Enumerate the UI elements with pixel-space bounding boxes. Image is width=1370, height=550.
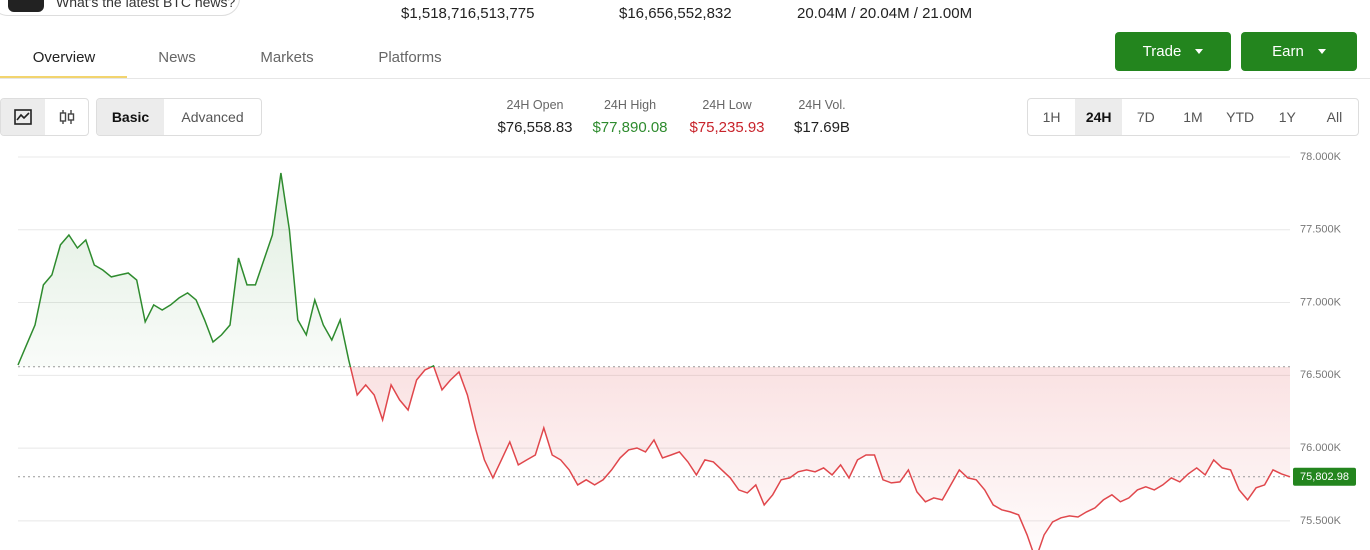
button-label: Trade [1142, 43, 1182, 60]
range-button[interactable]: 1H [1042, 109, 1061, 125]
earn-button[interactable]: Earn [1241, 32, 1357, 71]
y-tick-label: 77.000K [1300, 296, 1342, 308]
chart-style-toggle [0, 98, 89, 136]
caret [1317, 49, 1326, 54]
price-line [17, 172, 1291, 550]
range-toggle: 1H 24H 7D 1M YTD 1Y All [1027, 98, 1359, 136]
trade-button[interactable]: Trade [1115, 32, 1231, 71]
range-button[interactable]: 1Y [1278, 109, 1296, 125]
price-area [18, 173, 1290, 550]
news-icon [8, 0, 44, 12]
stat-label: 24H Vol. [798, 98, 846, 112]
stat-value: $75,235.93 [689, 119, 765, 136]
range-button[interactable]: YTD [1226, 109, 1255, 125]
range-button[interactable]: 1M [1183, 109, 1203, 125]
candle-chart-button[interactable] [45, 99, 88, 135]
mode-toggle: Basic Advanced [96, 98, 262, 136]
y-tick-label: 76.000K [1300, 442, 1342, 454]
stat-value: $17.69B [794, 119, 850, 136]
divider [0, 78, 1370, 79]
line-chart-button[interactable] [1, 99, 45, 135]
market-cap: $1,518,716,513,775 [401, 5, 535, 22]
y-tick-label: 77.500K [1300, 224, 1342, 236]
volume: $16,656,552,832 [619, 5, 732, 22]
line-icon [14, 109, 32, 125]
tab-indicator [0, 76, 127, 78]
y-tick-label: 78.000K [1300, 151, 1342, 163]
mode-button[interactable]: Advanced [181, 109, 244, 125]
stat-label: 24H High [603, 98, 657, 112]
caret [1195, 49, 1204, 54]
range-button[interactable]: 24H [1075, 99, 1123, 135]
button-label: Earn [1272, 43, 1304, 60]
stat-value: $77,890.08 [592, 119, 668, 136]
y-tick-label: 76.500K [1300, 369, 1342, 381]
tab[interactable]: Overview [32, 49, 96, 66]
stat-label: 24H Low [702, 98, 752, 112]
range-button[interactable]: 7D [1136, 109, 1155, 125]
range-button[interactable]: All [1326, 109, 1343, 125]
price-tag-label: 75,802.98 [1300, 471, 1349, 483]
news-prompt[interactable]: What's the latest BTC news? [56, 0, 236, 10]
price-tag [1293, 467, 1356, 486]
stat-value: $76,558.83 [497, 119, 573, 136]
candle-icon [59, 110, 74, 124]
mode-button[interactable]: Basic [97, 99, 164, 135]
y-tick-label: 75.500K [1300, 515, 1342, 527]
tab[interactable]: News [158, 49, 196, 66]
stat-label: 24H Open [506, 98, 564, 112]
tab[interactable]: Platforms [378, 49, 442, 66]
tab[interactable]: Markets [260, 49, 314, 66]
supply: 20.04M / 20.04M / 21.00M [797, 5, 973, 22]
